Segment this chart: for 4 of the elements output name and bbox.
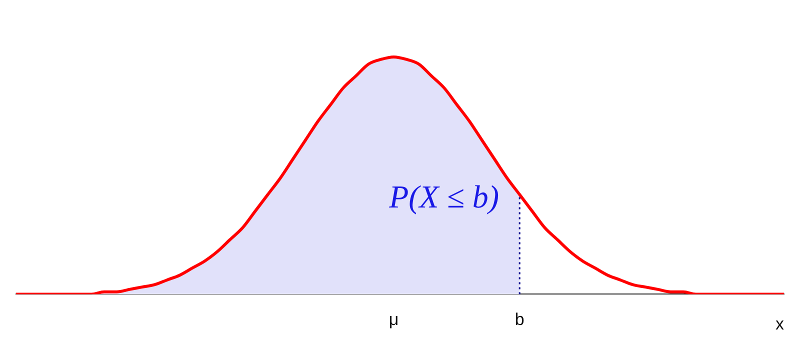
x-tick-label: b [514,310,524,330]
x-axis-title: x [776,314,784,334]
x-tick-label: μ [388,310,399,330]
annotation: P(X ≤ b) [388,178,500,215]
